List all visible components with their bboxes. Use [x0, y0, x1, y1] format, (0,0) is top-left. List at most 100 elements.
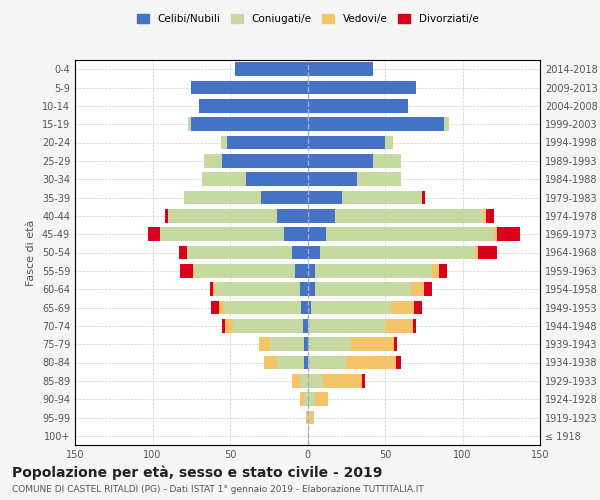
Bar	[292, 374, 300, 388]
Bar	[394, 338, 397, 351]
Bar	[301, 300, 308, 314]
Bar	[187, 246, 292, 260]
Bar	[385, 319, 413, 332]
Bar	[300, 392, 304, 406]
Bar	[181, 264, 193, 278]
Bar	[497, 228, 520, 241]
Bar	[233, 319, 303, 332]
Bar	[308, 172, 357, 186]
Bar	[396, 356, 401, 370]
Bar	[292, 246, 308, 260]
Bar	[277, 356, 304, 370]
Bar	[311, 410, 314, 424]
Bar	[323, 374, 362, 388]
Bar	[203, 154, 222, 168]
Bar	[478, 246, 497, 260]
Bar	[341, 190, 422, 204]
Bar	[213, 282, 215, 296]
Bar	[264, 356, 277, 370]
Bar	[245, 172, 308, 186]
Bar	[315, 282, 412, 296]
Bar	[235, 62, 308, 76]
Bar	[199, 99, 308, 112]
Bar	[306, 410, 308, 424]
Text: Popolazione per età, sesso e stato civile - 2019: Popolazione per età, sesso e stato civil…	[12, 465, 382, 479]
Bar	[308, 154, 373, 168]
Bar	[444, 118, 449, 131]
Bar	[493, 228, 497, 241]
Bar	[168, 209, 277, 222]
Bar	[475, 246, 478, 260]
Bar	[320, 246, 475, 260]
Bar	[308, 356, 346, 370]
Legend: Celibi/Nubili, Coniugati/e, Vedovi/e, Divorziati/e: Celibi/Nubili, Coniugati/e, Vedovi/e, Di…	[133, 10, 482, 29]
Bar	[346, 356, 396, 370]
Bar	[222, 319, 226, 332]
Bar	[219, 300, 224, 314]
Bar	[415, 300, 422, 314]
Bar	[304, 392, 308, 406]
Bar	[221, 136, 227, 149]
Bar	[270, 338, 304, 351]
Bar	[303, 319, 308, 332]
Bar	[308, 190, 341, 204]
Bar	[304, 356, 308, 370]
Bar	[357, 172, 401, 186]
Bar	[194, 264, 295, 278]
Bar	[308, 228, 326, 241]
Bar	[211, 300, 219, 314]
Bar	[308, 62, 373, 76]
Bar	[308, 338, 351, 351]
Bar	[385, 136, 393, 149]
Bar	[335, 209, 482, 222]
Bar	[308, 319, 385, 332]
Bar	[277, 209, 308, 222]
Bar	[304, 338, 308, 351]
Text: COMUNE DI CASTEL RITALDI (PG) - Dati ISTAT 1° gennaio 2019 - Elaborazione TUTTIT: COMUNE DI CASTEL RITALDI (PG) - Dati IST…	[12, 485, 424, 494]
Bar	[261, 190, 308, 204]
Bar	[222, 154, 308, 168]
Bar	[424, 282, 431, 296]
Bar	[315, 392, 328, 406]
Bar	[391, 300, 415, 314]
Bar	[202, 172, 245, 186]
Bar	[308, 264, 315, 278]
Bar	[308, 410, 311, 424]
Bar	[179, 246, 187, 260]
Bar	[482, 209, 486, 222]
Bar	[486, 209, 493, 222]
Bar	[295, 264, 308, 278]
Bar	[308, 136, 385, 149]
Bar	[224, 300, 301, 314]
Bar	[193, 264, 194, 278]
Bar	[431, 264, 439, 278]
Bar	[326, 228, 493, 241]
Bar	[284, 228, 308, 241]
Bar	[412, 282, 424, 296]
Bar	[439, 264, 447, 278]
Bar	[308, 99, 408, 112]
Bar	[362, 374, 365, 388]
Bar	[308, 246, 320, 260]
Bar	[422, 190, 425, 204]
Bar	[308, 118, 444, 131]
Bar	[373, 154, 401, 168]
Bar	[308, 80, 416, 94]
Bar	[227, 136, 308, 149]
Bar	[315, 264, 431, 278]
Bar	[308, 429, 309, 442]
Bar	[311, 300, 391, 314]
Bar	[351, 338, 394, 351]
Bar	[308, 209, 335, 222]
Bar	[259, 338, 271, 351]
Bar	[188, 118, 191, 131]
Bar	[300, 374, 308, 388]
Bar	[308, 392, 315, 406]
Bar	[148, 228, 160, 241]
Bar	[191, 80, 308, 94]
Bar	[191, 118, 308, 131]
Bar	[165, 209, 168, 222]
Bar	[210, 282, 213, 296]
Bar	[160, 228, 284, 241]
Y-axis label: Fasce di età: Fasce di età	[26, 220, 36, 286]
